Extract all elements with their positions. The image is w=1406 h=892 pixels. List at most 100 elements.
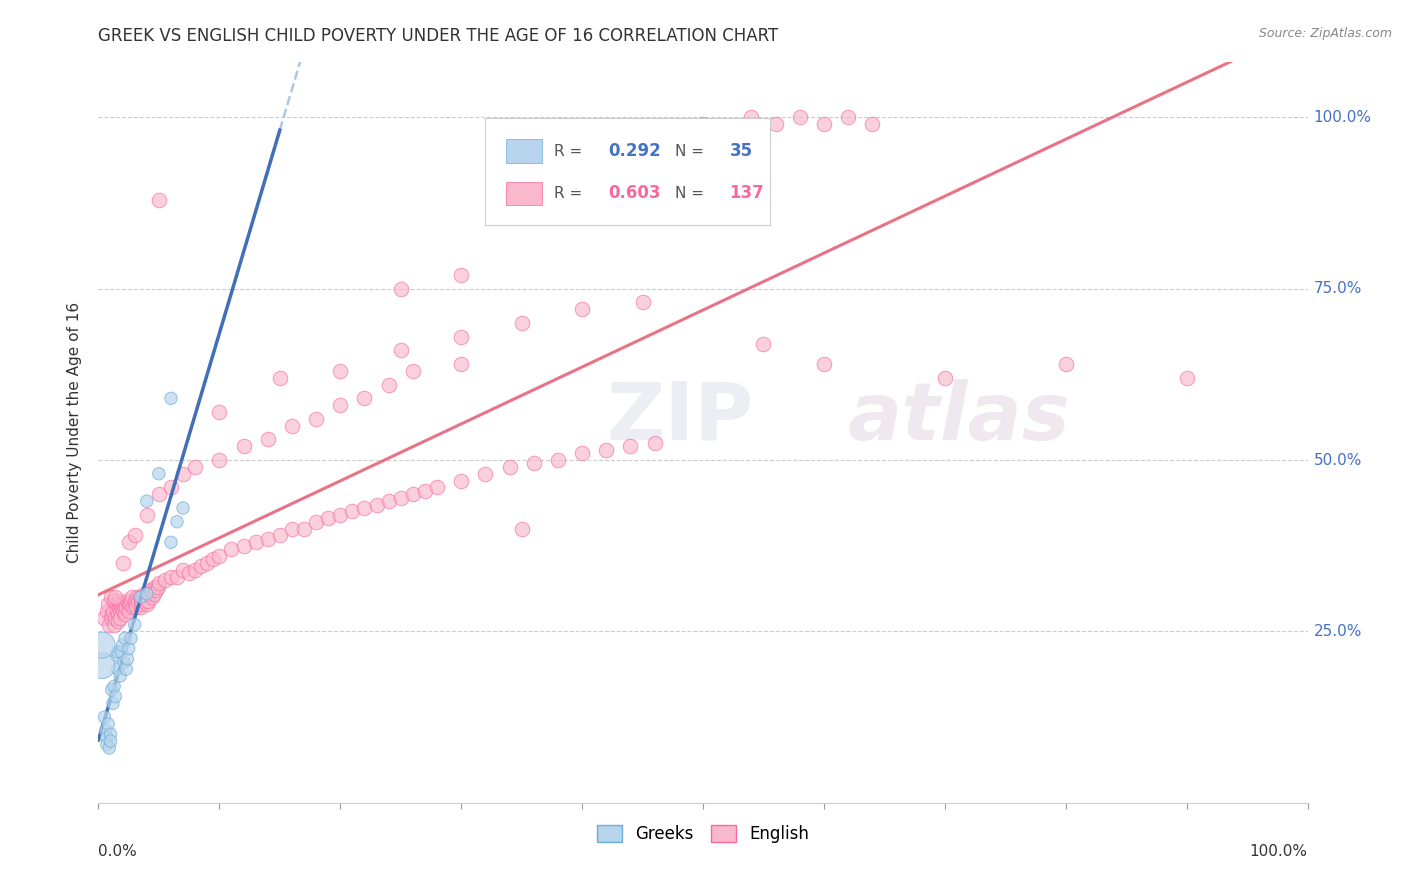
Point [103, 593, 125, 607]
Point [100, 727, 122, 741]
Point [110, 645, 132, 659]
Text: atlas: atlas [848, 379, 1071, 457]
Point [426, 480, 449, 494]
Text: 100.0%: 100.0% [1313, 110, 1372, 125]
Text: 137: 137 [730, 185, 765, 202]
Point [160, 392, 183, 406]
Point [644, 436, 666, 450]
Point [789, 110, 811, 124]
Point [101, 604, 124, 618]
Point [111, 604, 134, 618]
Point [118, 641, 141, 656]
Point [104, 610, 127, 624]
Point [160, 569, 183, 583]
Point [631, 295, 654, 310]
Point [402, 487, 425, 501]
Point [166, 569, 188, 583]
Point [619, 439, 641, 453]
Point [160, 480, 183, 494]
Point [103, 617, 125, 632]
Point [141, 590, 163, 604]
Point [765, 117, 787, 131]
Point [316, 511, 339, 525]
Text: 100.0%: 100.0% [1250, 844, 1308, 858]
Point [97, 597, 120, 611]
Point [112, 600, 135, 615]
Point [145, 583, 167, 598]
Text: 25.0%: 25.0% [1313, 624, 1362, 639]
Point [114, 607, 136, 622]
Y-axis label: Child Poverty Under the Age of 16: Child Poverty Under the Age of 16 [67, 302, 83, 563]
Text: 75.0%: 75.0% [1313, 281, 1362, 296]
Point [692, 117, 714, 131]
Point [129, 593, 152, 607]
Point [112, 655, 135, 669]
Point [450, 357, 472, 371]
Point [105, 597, 128, 611]
Point [127, 590, 149, 604]
Point [110, 600, 132, 615]
Point [716, 124, 738, 138]
Point [118, 597, 141, 611]
Point [93, 710, 115, 724]
Point [135, 587, 157, 601]
Text: 0.0%: 0.0% [98, 844, 138, 858]
Point [510, 316, 533, 330]
Point [752, 336, 775, 351]
Point [100, 610, 122, 624]
Point [450, 268, 472, 282]
Point [125, 600, 148, 615]
Point [281, 522, 304, 536]
Point [195, 556, 218, 570]
Point [474, 467, 496, 481]
Point [111, 597, 134, 611]
Point [1054, 357, 1077, 371]
Point [107, 607, 129, 622]
Point [366, 498, 388, 512]
Point [103, 679, 125, 693]
Point [115, 662, 138, 676]
Point [118, 604, 141, 618]
Point [98, 741, 121, 756]
Point [190, 559, 212, 574]
Point [114, 597, 136, 611]
Point [138, 587, 160, 601]
Text: R =: R = [554, 186, 582, 201]
Point [120, 632, 142, 646]
Point [121, 590, 143, 604]
Text: GREEK VS ENGLISH CHILD POVERTY UNDER THE AGE OF 16 CORRELATION CHART: GREEK VS ENGLISH CHILD POVERTY UNDER THE… [98, 27, 779, 45]
Point [135, 597, 157, 611]
Point [269, 371, 291, 385]
Point [124, 597, 146, 611]
Point [136, 593, 159, 607]
Point [142, 583, 165, 598]
Point [111, 638, 134, 652]
Point [813, 357, 835, 371]
Point [256, 532, 278, 546]
Point [135, 508, 157, 522]
Point [353, 501, 375, 516]
Point [139, 583, 162, 598]
Point [498, 459, 520, 474]
Point [510, 522, 533, 536]
Point [107, 614, 129, 628]
Point [110, 597, 132, 611]
Point [813, 117, 835, 131]
FancyBboxPatch shape [485, 118, 769, 226]
Point [148, 487, 170, 501]
Point [305, 412, 328, 426]
Point [91, 638, 114, 652]
Point [245, 535, 267, 549]
Point [105, 604, 128, 618]
Point [160, 535, 183, 549]
Point [108, 669, 131, 683]
Text: Source: ZipAtlas.com: Source: ZipAtlas.com [1258, 27, 1392, 40]
Point [232, 539, 254, 553]
Point [450, 474, 472, 488]
Point [389, 491, 412, 505]
Point [934, 371, 956, 385]
Point [96, 738, 118, 752]
Point [96, 731, 118, 745]
Point [148, 576, 170, 591]
Point [1175, 371, 1198, 385]
